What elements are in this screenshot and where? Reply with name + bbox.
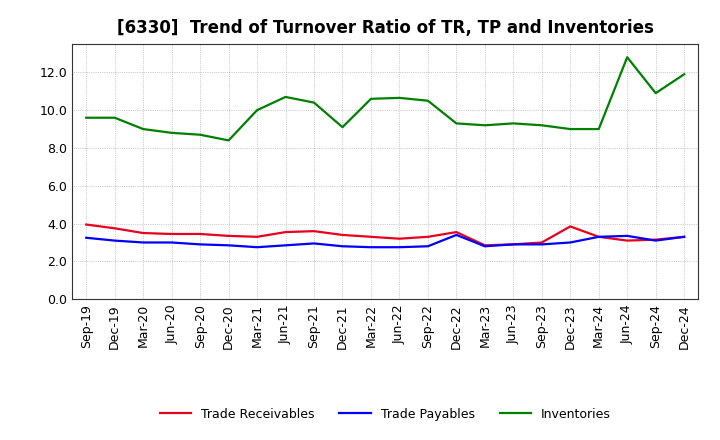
Inventories: [595, 126, 603, 132]
Trade Receivables: [452, 229, 461, 235]
Inventories: [253, 107, 261, 113]
Trade Receivables: [595, 234, 603, 239]
Trade Payables: [480, 244, 489, 249]
Line: Trade Payables: Trade Payables: [86, 235, 684, 247]
Inventories: [537, 123, 546, 128]
Title: [6330]  Trend of Turnover Ratio of TR, TP and Inventories: [6330] Trend of Turnover Ratio of TR, TP…: [117, 19, 654, 37]
Trade Receivables: [310, 228, 318, 234]
Trade Receivables: [680, 234, 688, 239]
Trade Payables: [509, 242, 518, 247]
Trade Payables: [566, 240, 575, 245]
Trade Payables: [282, 243, 290, 248]
Trade Payables: [196, 242, 204, 247]
Trade Receivables: [395, 236, 404, 242]
Inventories: [110, 115, 119, 121]
Inventories: [139, 126, 148, 132]
Trade Receivables: [537, 240, 546, 245]
Trade Payables: [623, 233, 631, 238]
Trade Receivables: [652, 237, 660, 242]
Trade Payables: [82, 235, 91, 240]
Trade Receivables: [480, 243, 489, 248]
Inventories: [196, 132, 204, 137]
Inventories: [423, 98, 432, 103]
Trade Payables: [423, 244, 432, 249]
Trade Receivables: [623, 238, 631, 243]
Trade Receivables: [225, 233, 233, 238]
Inventories: [680, 72, 688, 77]
Inventories: [395, 95, 404, 100]
Trade Receivables: [196, 231, 204, 237]
Inventories: [652, 91, 660, 96]
Trade Payables: [366, 245, 375, 250]
Trade Receivables: [423, 234, 432, 239]
Trade Payables: [253, 245, 261, 250]
Trade Receivables: [167, 231, 176, 237]
Inventories: [509, 121, 518, 126]
Trade Payables: [395, 245, 404, 250]
Inventories: [623, 55, 631, 60]
Inventories: [338, 125, 347, 130]
Legend: Trade Receivables, Trade Payables, Inventories: Trade Receivables, Trade Payables, Inven…: [155, 403, 616, 425]
Inventories: [366, 96, 375, 102]
Trade Payables: [139, 240, 148, 245]
Inventories: [480, 123, 489, 128]
Trade Payables: [452, 232, 461, 238]
Line: Inventories: Inventories: [86, 57, 684, 140]
Inventories: [310, 100, 318, 105]
Trade Payables: [680, 234, 688, 239]
Line: Trade Receivables: Trade Receivables: [86, 224, 684, 246]
Trade Payables: [537, 242, 546, 247]
Inventories: [82, 115, 91, 121]
Inventories: [282, 94, 290, 99]
Trade Receivables: [282, 229, 290, 235]
Trade Receivables: [139, 231, 148, 236]
Trade Payables: [225, 243, 233, 248]
Inventories: [452, 121, 461, 126]
Trade Receivables: [566, 224, 575, 229]
Inventories: [167, 130, 176, 136]
Trade Payables: [338, 244, 347, 249]
Trade Receivables: [338, 232, 347, 238]
Trade Receivables: [110, 226, 119, 231]
Trade Payables: [310, 241, 318, 246]
Trade Payables: [110, 238, 119, 243]
Trade Payables: [652, 238, 660, 243]
Trade Payables: [595, 234, 603, 239]
Trade Receivables: [366, 234, 375, 239]
Trade Receivables: [82, 222, 91, 227]
Inventories: [566, 126, 575, 132]
Trade Receivables: [253, 234, 261, 239]
Inventories: [225, 138, 233, 143]
Trade Payables: [167, 240, 176, 245]
Trade Receivables: [509, 242, 518, 247]
